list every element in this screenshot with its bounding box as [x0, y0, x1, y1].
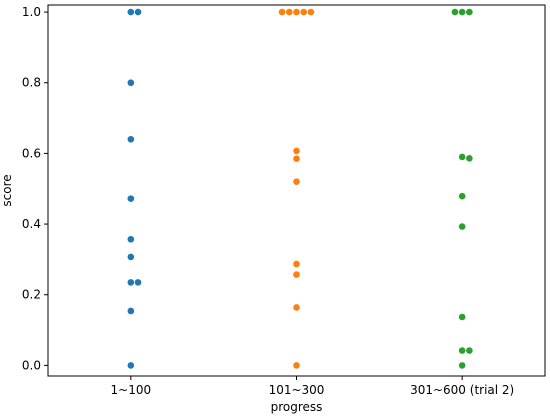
data-point [127, 8, 135, 16]
x-axis-title: progress [271, 400, 323, 414]
x-tick-label: 301~600 (trial 2) [410, 383, 514, 397]
x-tick-label: 1~100 [111, 383, 152, 397]
data-point [458, 347, 466, 354]
data-point [466, 155, 473, 162]
data-point [293, 147, 300, 155]
data-point [127, 307, 135, 315]
data-point [134, 279, 142, 286]
data-point [451, 8, 459, 16]
y-axis-title: score [0, 174, 14, 206]
data-point [458, 8, 466, 16]
data-point [293, 362, 300, 369]
data-point [300, 8, 308, 16]
y-tick-label: 0.4 [22, 217, 41, 231]
data-point [458, 223, 466, 230]
data-point [127, 362, 135, 369]
x-tick-label: 101~300 [269, 383, 325, 397]
data-point [127, 135, 135, 143]
data-points [127, 8, 473, 369]
data-point [293, 271, 300, 278]
data-point [293, 260, 300, 268]
y-tick-label: 0.2 [22, 288, 41, 302]
data-point [134, 8, 142, 16]
data-point [293, 8, 300, 16]
data-point [293, 178, 300, 185]
data-point [458, 313, 466, 321]
data-point [127, 235, 135, 243]
y-tick-label: 1.0 [22, 5, 41, 19]
plot-area [47, 4, 546, 377]
data-point [127, 195, 135, 202]
data-point [127, 79, 135, 87]
data-point [458, 362, 466, 369]
data-point [458, 192, 466, 200]
x-axis-ticks: 1~100 101~300 301~600 (trial 2) [111, 376, 514, 397]
data-point [293, 155, 300, 162]
data-point [127, 253, 135, 261]
data-point [127, 279, 135, 286]
y-tick-label: 0.6 [22, 146, 41, 160]
data-point [278, 8, 286, 16]
data-point [307, 8, 315, 16]
y-axis-ticks: 0.0 0.2 0.4 0.6 0.8 1.0 [22, 5, 48, 372]
y-tick-label: 0.8 [22, 76, 41, 90]
data-point [466, 347, 473, 354]
y-tick-label: 0.0 [22, 358, 41, 372]
data-point [293, 304, 300, 311]
data-point [286, 8, 293, 16]
data-point [458, 153, 466, 161]
data-point [466, 8, 473, 16]
